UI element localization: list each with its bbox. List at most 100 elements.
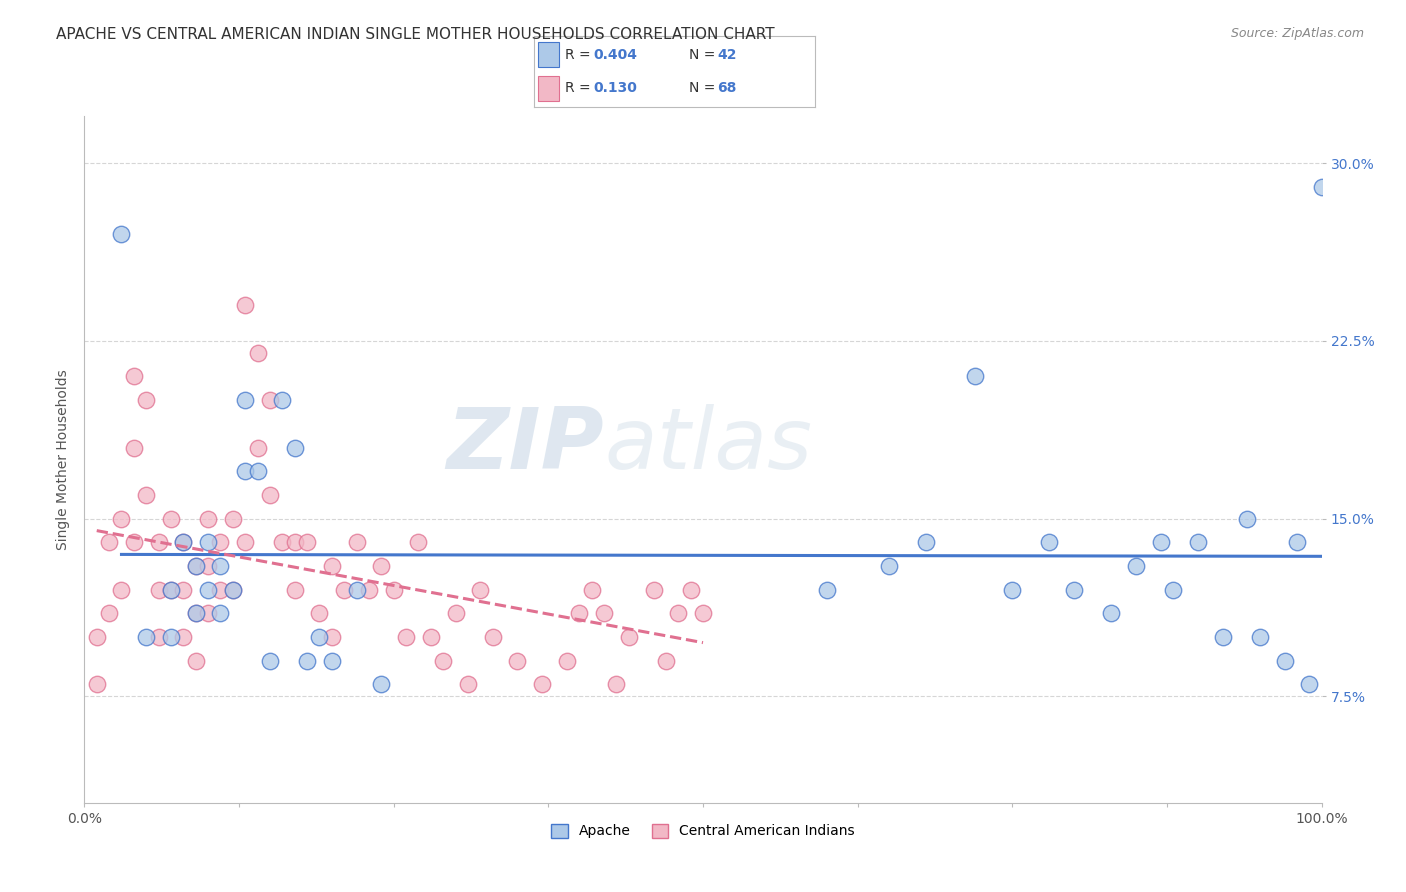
Point	[1038, 535, 1060, 549]
Point	[284, 582, 307, 597]
Point	[531, 677, 554, 691]
Point	[1001, 582, 1024, 597]
Point	[308, 630, 330, 644]
Point	[172, 535, 194, 549]
Point	[209, 535, 232, 549]
Point	[172, 630, 194, 644]
Point	[419, 630, 441, 644]
Text: 0.404: 0.404	[593, 47, 637, 62]
Point	[643, 582, 665, 597]
Point	[172, 535, 194, 549]
Point	[222, 511, 245, 525]
Point	[555, 654, 578, 668]
Text: 0.130: 0.130	[593, 81, 637, 95]
Point	[246, 464, 269, 478]
Point	[914, 535, 936, 549]
Point	[408, 535, 430, 549]
Point	[1285, 535, 1308, 549]
Point	[470, 582, 492, 597]
Text: N =: N =	[689, 47, 720, 62]
Point	[197, 607, 219, 621]
Point	[1063, 582, 1085, 597]
Point	[172, 582, 194, 597]
Point	[184, 654, 207, 668]
Point	[122, 535, 145, 549]
FancyBboxPatch shape	[538, 42, 558, 67]
Point	[197, 582, 219, 597]
Point	[655, 654, 678, 668]
Point	[122, 441, 145, 455]
Point	[395, 630, 418, 644]
Point	[1274, 654, 1296, 668]
Point	[1298, 677, 1320, 691]
Point	[333, 582, 356, 597]
Point	[370, 558, 392, 573]
Point	[617, 630, 640, 644]
Point	[605, 677, 627, 691]
Point	[370, 677, 392, 691]
Point	[346, 535, 368, 549]
Point	[481, 630, 503, 644]
Point	[110, 511, 132, 525]
Point	[271, 393, 294, 408]
Point	[815, 582, 838, 597]
Point	[308, 607, 330, 621]
Point	[321, 654, 343, 668]
Text: Source: ZipAtlas.com: Source: ZipAtlas.com	[1230, 27, 1364, 40]
Point	[135, 630, 157, 644]
Point	[160, 582, 183, 597]
Point	[1236, 511, 1258, 525]
Point	[197, 535, 219, 549]
Point	[135, 488, 157, 502]
Point	[295, 654, 318, 668]
Text: N =: N =	[689, 81, 720, 95]
Point	[110, 582, 132, 597]
Point	[184, 607, 207, 621]
Point	[110, 227, 132, 242]
Point	[321, 630, 343, 644]
Point	[321, 558, 343, 573]
Point	[86, 677, 108, 691]
Point	[160, 511, 183, 525]
Point	[197, 511, 219, 525]
Point	[271, 535, 294, 549]
Point	[357, 582, 380, 597]
Text: 68: 68	[717, 81, 737, 95]
Point	[148, 535, 170, 549]
Text: atlas: atlas	[605, 404, 813, 487]
Point	[382, 582, 405, 597]
FancyBboxPatch shape	[538, 76, 558, 101]
Point	[679, 582, 702, 597]
Point	[222, 582, 245, 597]
Point	[593, 607, 616, 621]
Point	[233, 464, 256, 478]
Legend: Apache, Central American Indians: Apache, Central American Indians	[546, 818, 860, 844]
Y-axis label: Single Mother Households: Single Mother Households	[56, 369, 70, 549]
Point	[98, 535, 121, 549]
Point	[233, 535, 256, 549]
Point	[246, 346, 269, 360]
Point	[1150, 535, 1173, 549]
Point	[877, 558, 900, 573]
Point	[98, 607, 121, 621]
Point	[444, 607, 467, 621]
Point	[160, 582, 183, 597]
Point	[506, 654, 529, 668]
Point	[1099, 607, 1122, 621]
Point	[233, 393, 256, 408]
Point	[457, 677, 479, 691]
Point	[259, 654, 281, 668]
Point	[197, 558, 219, 573]
Point	[122, 369, 145, 384]
Point	[1310, 180, 1333, 194]
Point	[259, 393, 281, 408]
Point	[148, 582, 170, 597]
Point	[1249, 630, 1271, 644]
Point	[1212, 630, 1234, 644]
Point	[209, 582, 232, 597]
Point	[222, 582, 245, 597]
Point	[1125, 558, 1147, 573]
Point	[432, 654, 454, 668]
Text: R =: R =	[565, 47, 595, 62]
Text: 42: 42	[717, 47, 737, 62]
